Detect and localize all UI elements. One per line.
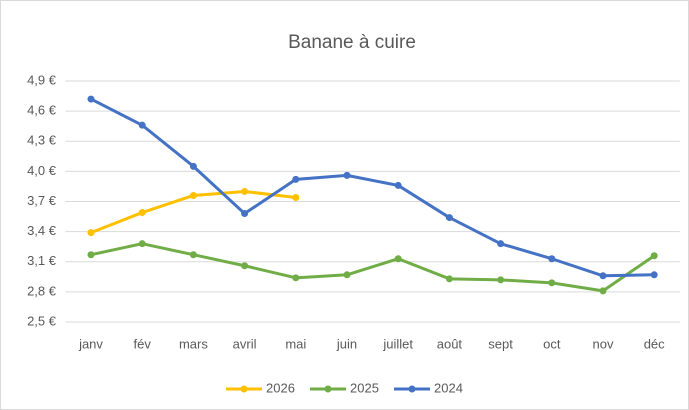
- legend-label: 2025: [350, 380, 379, 395]
- data-point: [497, 276, 505, 284]
- data-point: [292, 274, 300, 282]
- y-tick-label: 4,3 €: [27, 133, 57, 148]
- legend-marker: [408, 385, 416, 393]
- x-tick-label: nov: [593, 336, 614, 351]
- data-point: [189, 191, 197, 199]
- x-tick-label: fév: [134, 336, 152, 351]
- data-point: [189, 251, 197, 259]
- data-point: [87, 229, 95, 237]
- series-line: [90, 242, 656, 293]
- y-tick-label: 3,7 €: [27, 193, 57, 208]
- data-point: [138, 209, 146, 217]
- data-point: [87, 251, 95, 259]
- chart-title: Banane à cuire: [288, 32, 416, 53]
- data-point: [599, 287, 607, 295]
- data-point: [445, 214, 453, 222]
- data-point: [241, 262, 249, 270]
- x-tick-label: avril: [233, 336, 257, 351]
- data-point: [599, 272, 607, 280]
- series-line: [90, 97, 655, 278]
- data-point: [445, 275, 453, 283]
- x-tick-label: mai: [285, 336, 306, 351]
- data-point: [138, 121, 146, 129]
- x-tick-label: juin: [336, 336, 357, 351]
- data-point: [548, 255, 556, 263]
- x-tick-label: oct: [543, 336, 561, 351]
- data-point: [394, 181, 402, 189]
- data-point: [292, 193, 300, 201]
- y-tick-label: 2,8 €: [27, 283, 57, 298]
- data-point: [189, 162, 197, 170]
- y-tick-label: 2,5 €: [27, 313, 57, 328]
- legend-label: 2026: [266, 380, 295, 395]
- x-tick-label: janv: [78, 336, 103, 351]
- y-tick-label: 4,9 €: [27, 72, 57, 87]
- x-tick-label: déc: [644, 336, 665, 351]
- data-point: [343, 271, 351, 279]
- x-tick-label: mars: [179, 336, 208, 351]
- x-tick-label: juillet: [382, 336, 413, 351]
- legend-marker: [240, 385, 248, 393]
- data-point: [650, 252, 658, 260]
- data-point: [87, 95, 95, 103]
- data-point: [650, 271, 658, 279]
- data-point: [548, 279, 556, 287]
- x-tick-label: sept: [488, 336, 513, 351]
- data-point: [292, 175, 300, 183]
- legend-marker: [324, 385, 332, 393]
- y-tick-label: 3,1 €: [27, 253, 57, 268]
- y-tick-label: 3,4 €: [27, 223, 57, 238]
- y-tick-label: 4,0 €: [27, 163, 57, 178]
- data-point: [241, 210, 249, 218]
- data-point: [241, 187, 249, 195]
- data-point: [497, 240, 505, 248]
- data-point: [394, 255, 402, 263]
- x-tick-label: août: [437, 336, 463, 351]
- y-tick-label: 4,6 €: [27, 103, 57, 118]
- legend-label: 2024: [434, 380, 463, 395]
- data-point: [343, 171, 351, 179]
- data-point: [138, 240, 146, 248]
